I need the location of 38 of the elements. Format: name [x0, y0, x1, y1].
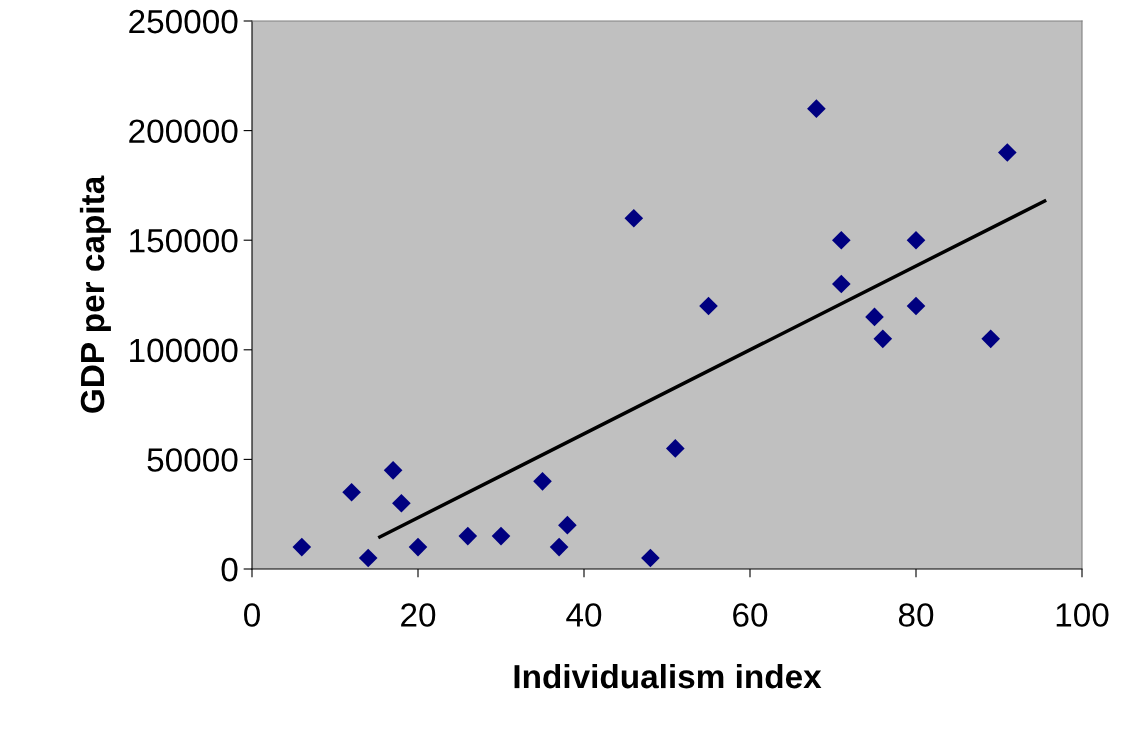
y-tick-label: 250000: [129, 9, 238, 34]
point: [624, 208, 644, 228]
point: [342, 482, 361, 502]
x-tick-label: 20: [401, 603, 436, 627]
point: [906, 230, 926, 250]
y-axis-title: GDP per capita: [79, 175, 111, 413]
x-tick-label: 100: [1056, 603, 1109, 627]
point: [981, 329, 1001, 349]
x-tick-label: 0: [244, 603, 260, 627]
point: [665, 439, 685, 458]
point: [831, 230, 851, 250]
x-tick-label: 80: [898, 603, 934, 627]
y-tick-label: 200000: [129, 119, 238, 144]
point: [458, 526, 478, 546]
point: [997, 143, 1017, 162]
point: [558, 515, 577, 535]
point: [383, 461, 403, 480]
point: [873, 329, 893, 349]
x-axis-title: Individualism index: [514, 663, 822, 689]
point: [831, 274, 851, 294]
y-tick-label: 150000: [130, 229, 238, 253]
x-tick-label: 40: [566, 603, 602, 627]
point: [807, 99, 826, 118]
y-tick-label: 100000: [130, 338, 238, 363]
point: [292, 537, 312, 557]
point: [865, 307, 884, 327]
y-tick-label: 0: [221, 557, 238, 582]
y-tick-label: 50000: [147, 448, 238, 472]
point: [906, 296, 926, 316]
point: [491, 526, 511, 546]
point: [641, 548, 660, 568]
point: [408, 537, 428, 557]
point: [533, 472, 552, 491]
point: [358, 548, 378, 568]
x-tick-label: 60: [733, 603, 768, 627]
point: [699, 296, 718, 316]
point: [392, 493, 411, 513]
point: [549, 537, 569, 557]
